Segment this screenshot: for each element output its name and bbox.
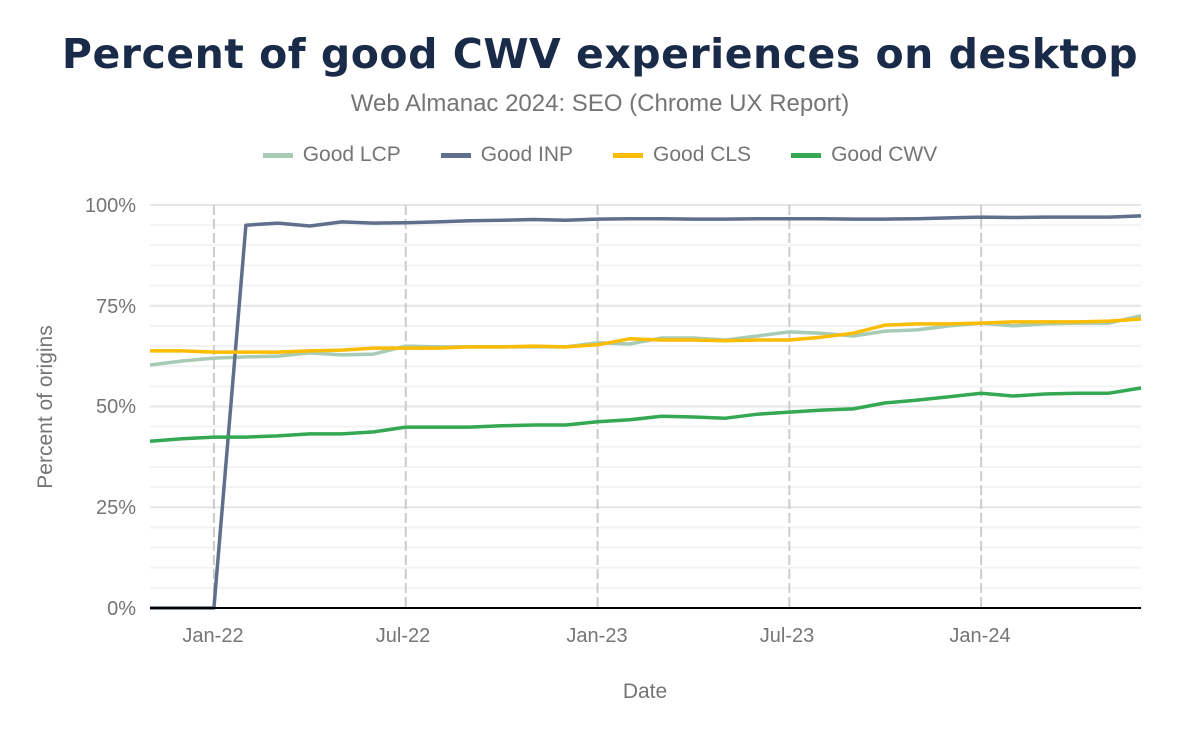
chart-subtitle: Web Almanac 2024: SEO (Chrome UX Report) <box>350 90 850 117</box>
y-tick-label: 25% <box>96 497 136 519</box>
y-tick-label: 75% <box>96 296 136 318</box>
legend-swatch <box>440 152 471 158</box>
series-line-good-cwv <box>149 386 1142 443</box>
legend-swatch <box>262 152 293 158</box>
y-axis-label: Percent of origins <box>34 325 57 488</box>
x-axis-label: Date <box>623 680 667 703</box>
legend-item-lcp[interactable]: Good LCP <box>262 143 401 167</box>
x-tick-label: Jul-22 <box>376 625 430 647</box>
x-tick-label: Jan-23 <box>566 625 627 647</box>
legend-swatch <box>791 152 822 158</box>
legend-item-cls[interactable]: Good CLS <box>613 143 751 167</box>
x-tick-label: Jan-24 <box>949 625 1010 647</box>
series-line-good-inp <box>150 214 1142 610</box>
chart-title: Percent of good CWV experiences on deskt… <box>61 30 1139 78</box>
legend-item-cwv[interactable]: Good CWV <box>791 143 937 167</box>
legend-item-inp[interactable]: Good INP <box>440 143 573 167</box>
y-tick-label: 50% <box>96 396 136 418</box>
legend: Good LCP Good INP Good CLS Good CWV <box>0 143 1200 167</box>
legend-swatch <box>613 152 643 158</box>
y-tick-label: 100% <box>85 195 136 217</box>
legend-label: Good INP <box>480 143 573 166</box>
x-tick-label: Jul-23 <box>760 625 814 647</box>
legend-label: Good CWV <box>831 143 938 166</box>
series-line-good-cls <box>150 317 1142 354</box>
legend-label: Good CLS <box>653 143 752 166</box>
legend-label: Good LCP <box>302 143 401 166</box>
y-tick-label: 0% <box>107 598 136 620</box>
x-tick-label: Jan-22 <box>182 625 243 647</box>
